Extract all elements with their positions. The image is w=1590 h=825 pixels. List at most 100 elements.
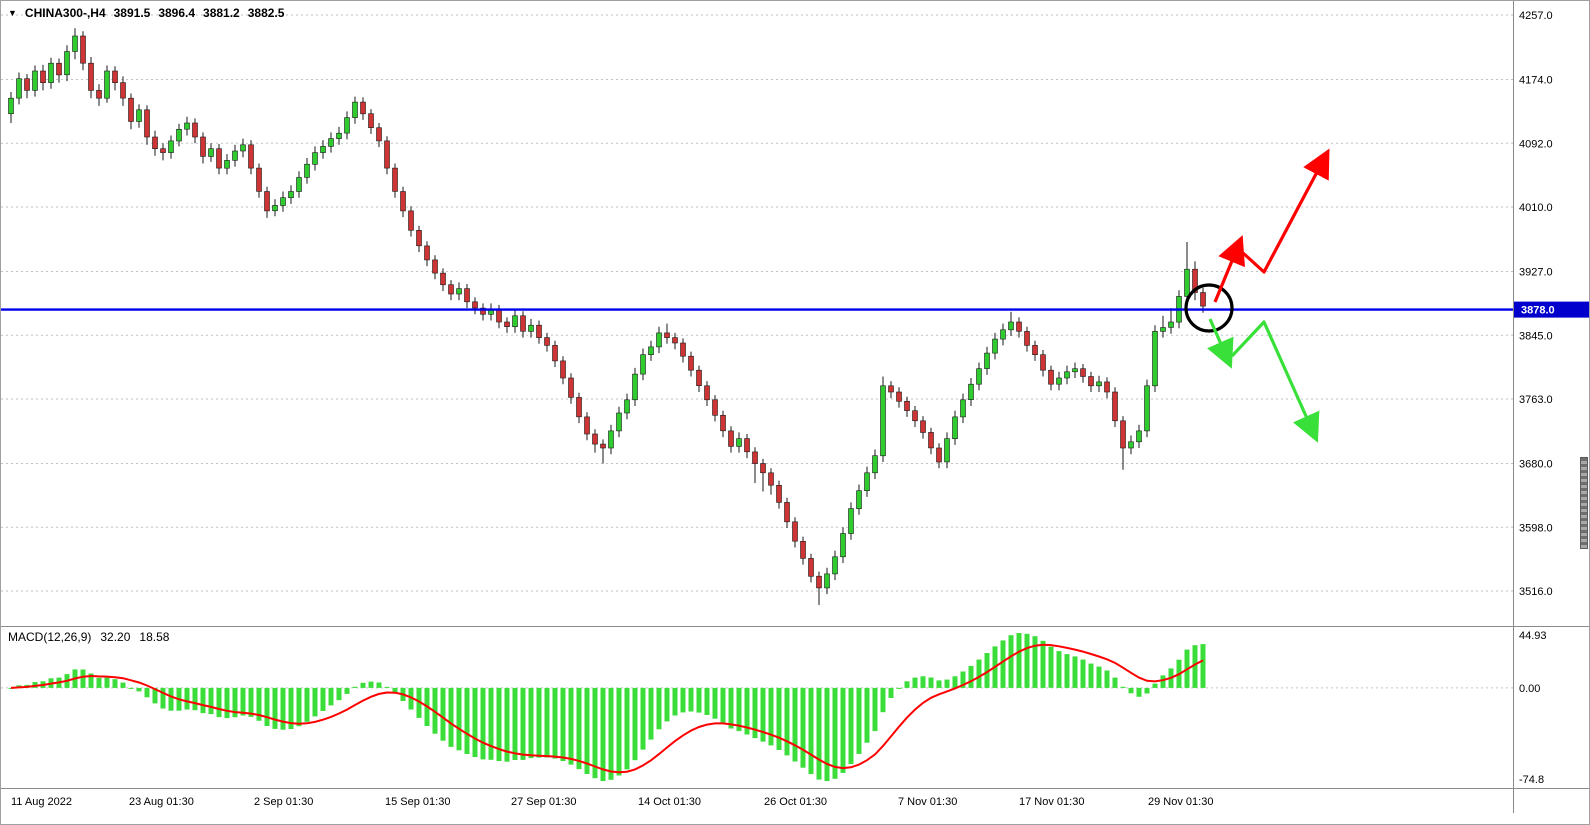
candle-bullish [232, 150, 238, 161]
candle-bullish [608, 430, 614, 449]
candle-bullish [72, 35, 78, 52]
macd-histogram-bar [880, 687, 886, 713]
candle-bearish [1080, 368, 1086, 377]
macd-histogram-bar [1096, 666, 1102, 688]
candle-bearish [360, 101, 366, 115]
candle-bearish [664, 332, 670, 338]
candle-bearish [408, 210, 414, 231]
macd-histogram-bar [1072, 656, 1078, 688]
candle-bullish [184, 122, 190, 130]
macd-histogram-bar [208, 687, 214, 715]
candle-bullish [328, 138, 334, 147]
macd-histogram-bar [448, 687, 454, 747]
macd-histogram-bar [1056, 651, 1062, 688]
candle-bearish [384, 140, 390, 169]
candle-bullish [1128, 441, 1134, 449]
macd-histogram-bar [856, 687, 862, 754]
bearish-arrow-annotation[interactable] [1207, 318, 1234, 369]
candle-bullish [976, 368, 982, 385]
circle-annotation[interactable] [1184, 283, 1234, 333]
macd-histogram-bar [1040, 640, 1046, 688]
time-tick-label: 7 Nov 01:30 [898, 796, 957, 808]
candle-bullish [832, 556, 838, 575]
candle-bearish [728, 430, 734, 447]
macd-histogram-bar [1136, 687, 1142, 697]
macd-histogram-bar [1024, 633, 1030, 688]
macd-histogram-bar [104, 677, 110, 688]
time-tick-label: 2 Sep 01:30 [254, 796, 313, 808]
macd-histogram-bar [1016, 633, 1022, 688]
macd-histogram-bar [488, 687, 494, 760]
macd-tick-label: 0.00 [1519, 683, 1540, 695]
price-tick-label: 4174.0 [1519, 75, 1553, 87]
macd-histogram-bar [184, 687, 190, 710]
bearish-arrow-annotation[interactable] [1230, 320, 1320, 443]
macd-histogram-bar [720, 687, 726, 724]
macd-histogram-bar [1064, 654, 1070, 688]
macd-histogram-bar [824, 687, 830, 781]
macd-histogram-bar [776, 687, 782, 750]
candle-bullish [1160, 327, 1166, 332]
candle-bullish [48, 62, 54, 83]
candle-bullish [224, 160, 230, 169]
macd-histogram-bar [864, 687, 870, 743]
macd-histogram-bar [944, 679, 950, 688]
candle-bearish [1040, 354, 1046, 371]
candle-bullish [1096, 381, 1102, 387]
macd-histogram-bar [648, 687, 654, 740]
candle-bearish [920, 420, 926, 433]
candle-bullish [968, 383, 974, 401]
candle-bearish [80, 35, 86, 64]
macd-histogram-bar [752, 687, 758, 739]
candle-bullish [640, 354, 646, 375]
macd-histogram-bar [288, 687, 294, 729]
candle-bullish [856, 490, 862, 509]
vertical-scrollbar-thumb[interactable] [1580, 457, 1588, 549]
candle-bearish [368, 113, 374, 128]
bullish-arrow-annotation[interactable] [1213, 235, 1245, 303]
candle-bearish [1112, 391, 1118, 422]
macd-histogram-bar [600, 687, 606, 781]
macd-histogram-bar [968, 665, 974, 688]
candle-bullish [344, 117, 350, 134]
macd-histogram-bar [320, 687, 326, 711]
candle-bullish [984, 352, 990, 369]
macd-histogram-bar [8, 687, 14, 689]
candle-bearish [448, 284, 454, 295]
candle-bearish [112, 70, 118, 83]
candle-bearish [200, 136, 206, 157]
candle-bearish [744, 438, 750, 453]
macd-histogram-bar [1192, 645, 1198, 688]
macd-histogram-bar [384, 686, 390, 688]
candle-bullish [512, 315, 518, 327]
macd-histogram-bar [328, 687, 334, 706]
ohlc-open-value: 3891.5 [113, 6, 151, 20]
macd-histogram-bar [1144, 687, 1150, 694]
candle-bearish [600, 443, 606, 449]
macd-histogram-bar [144, 687, 150, 698]
macd-histogram-bar [464, 687, 470, 754]
candle-bearish [1032, 345, 1038, 355]
bullish-arrow-annotation[interactable] [1241, 148, 1330, 274]
macd-histogram-bar [1032, 636, 1038, 688]
candle-bearish [256, 167, 262, 192]
time-tick-label: 17 Nov 01:30 [1019, 796, 1084, 808]
candle-bullish [616, 412, 622, 432]
candle-bearish [1016, 321, 1022, 332]
candle-bullish [320, 146, 326, 153]
symbol-name: CHINA300-,H4 [24, 6, 106, 20]
price-tick-label: 4010.0 [1519, 202, 1553, 214]
candle-bullish [304, 163, 310, 178]
symbol-dropdown-icon[interactable]: ▼ [8, 8, 17, 18]
macd-histogram-bar [216, 687, 222, 718]
candle-bearish [464, 288, 470, 303]
candle-bearish [896, 391, 902, 402]
candle-bearish [264, 191, 270, 212]
macd-histogram-bar [1200, 644, 1206, 688]
candle-bullish [624, 399, 630, 414]
macd-histogram-bar [1152, 683, 1158, 688]
macd-histogram-bar [928, 677, 934, 688]
price-tick-label: 3680.0 [1519, 459, 1553, 471]
macd-indicator-label: MACD(12,26,9) 32.20 18.58 [8, 630, 169, 644]
